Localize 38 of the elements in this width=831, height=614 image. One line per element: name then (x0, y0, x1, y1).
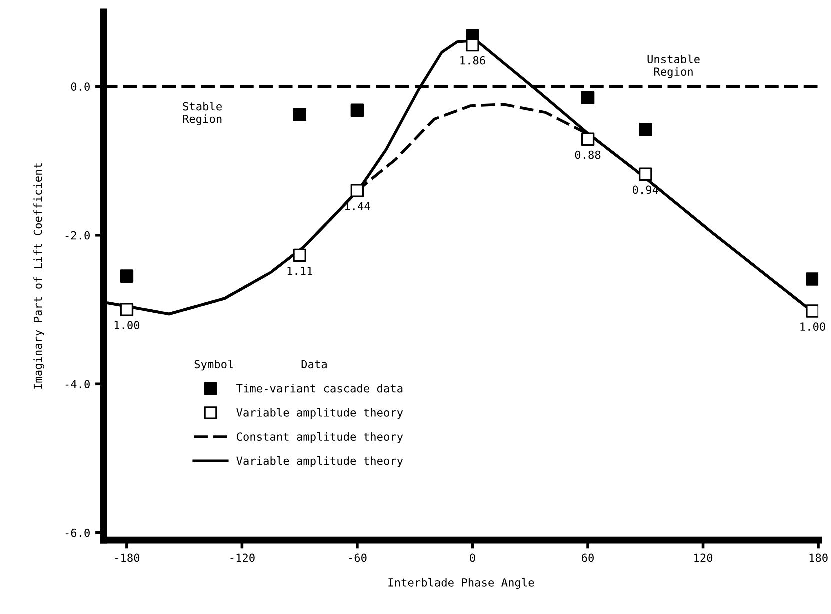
point (466, 38, 480, 52)
y-axis-title: Imaginary Part of Lift Coefficient (34, 164, 44, 389)
x-tick-label: -180 (115, 554, 140, 562)
point (120, 303, 134, 316)
point (806, 304, 819, 318)
x-tick-label: 120 (694, 554, 713, 562)
y-tick-label: 0.0 (71, 82, 90, 92)
annotation: 1.11 (288, 266, 312, 276)
point (293, 248, 306, 262)
point (120, 270, 134, 283)
legend-label: Time-variant cascade data (236, 384, 403, 393)
x-tick-label: -60 (349, 554, 367, 562)
y-tick-label: -4.0 (66, 380, 90, 389)
point (293, 108, 306, 122)
x-tick-label: 60 (582, 554, 594, 562)
legend-label: Variable amplitude theory (236, 456, 404, 468)
point (638, 168, 652, 182)
y-tick-label: -6.0 (66, 528, 90, 538)
annotation: Stable Region (183, 102, 222, 126)
annotation: 1.00 (800, 322, 826, 332)
legend-label: Constant amplitude theory (237, 432, 404, 444)
point (350, 104, 364, 118)
legend-title: Symbol Data (194, 360, 327, 371)
point (638, 123, 652, 136)
y-tick-label: -2.0 (66, 231, 90, 240)
annotation: 0.88 (575, 150, 601, 160)
point (581, 91, 595, 104)
point (806, 272, 819, 286)
x-tick-label: 180 (810, 554, 828, 562)
point (581, 132, 595, 146)
annotation: 1.00 (114, 321, 140, 330)
annotation: Unstable Region (648, 54, 700, 78)
x-tick-label: 0 (470, 554, 476, 562)
point (350, 184, 364, 198)
annotation: 1.86 (460, 56, 486, 65)
x-axis-title: Interblade Phase Angle (388, 578, 534, 590)
legend-label: Variable amplitude theory (236, 408, 404, 420)
x-tick-label: -120 (230, 554, 255, 562)
